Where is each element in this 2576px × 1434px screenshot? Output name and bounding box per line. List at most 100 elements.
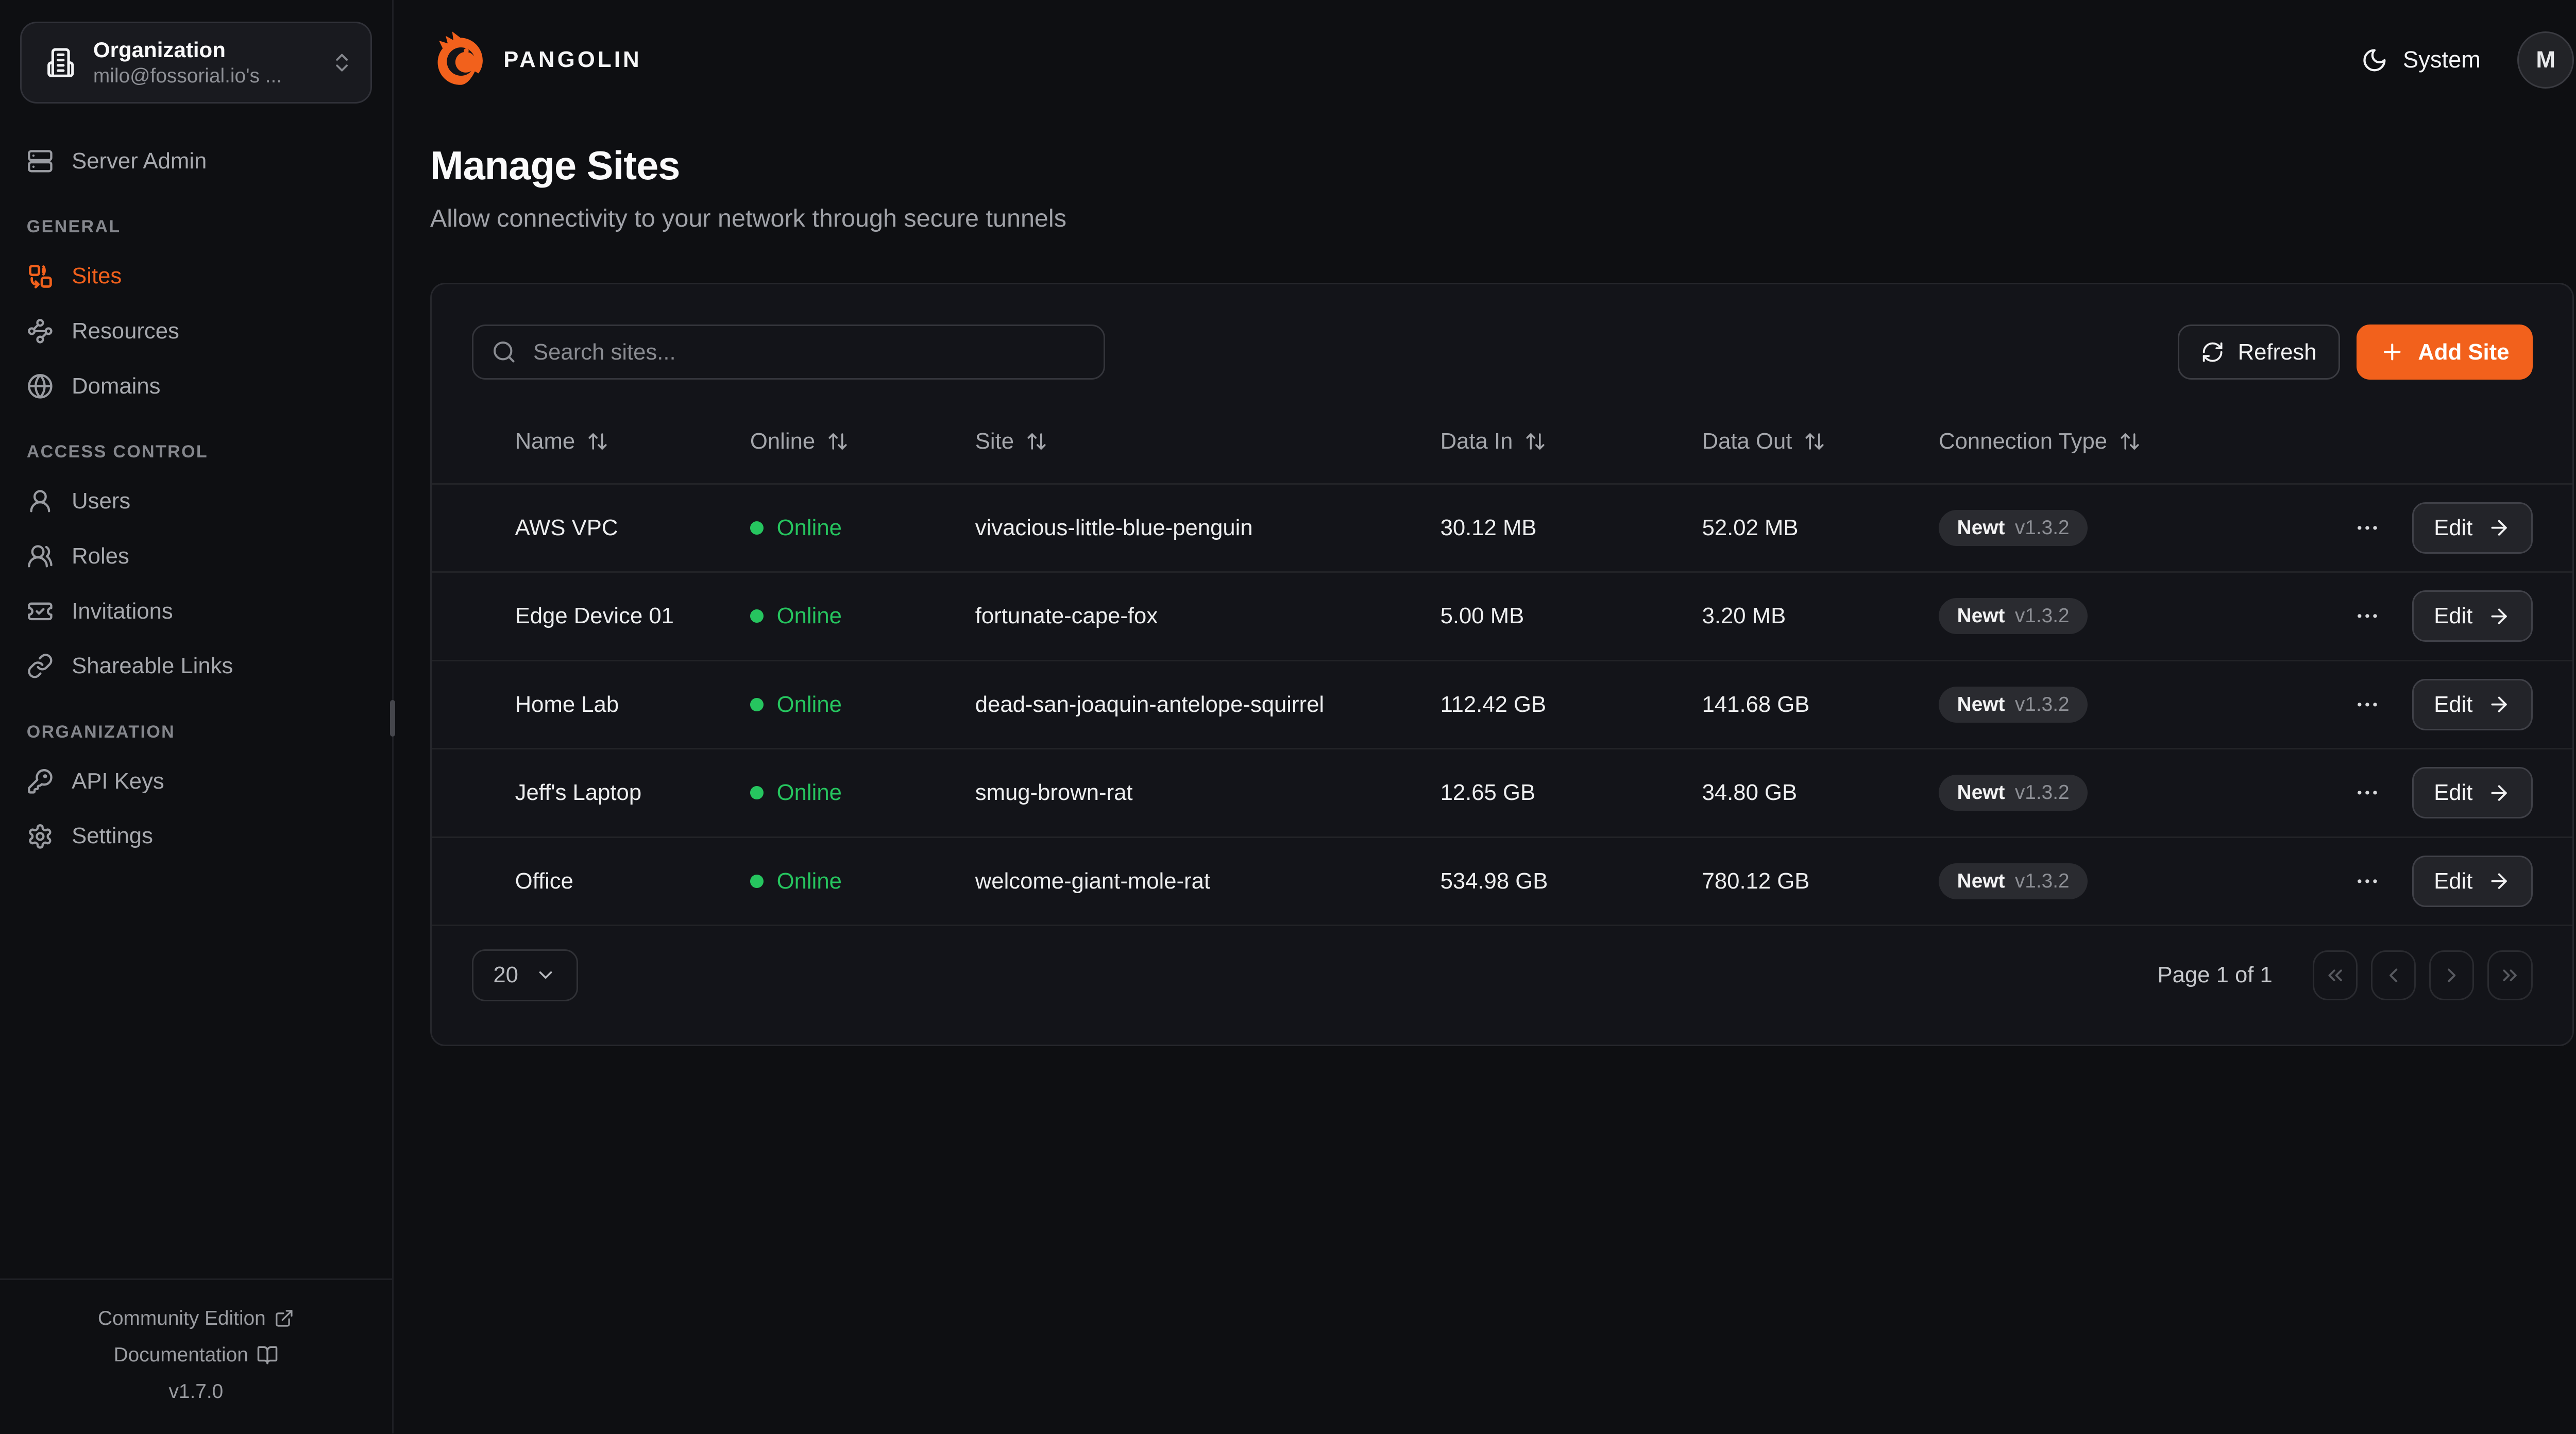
- add-site-button[interactable]: Add Site: [2356, 325, 2533, 380]
- ticket-check-icon: [27, 598, 54, 625]
- sidebar-resize-handle[interactable]: [390, 700, 396, 737]
- row-menu-button[interactable]: [2351, 864, 2384, 898]
- site-slug: dead-san-joaquin-antelope-squirrel: [975, 691, 1325, 717]
- search-input[interactable]: [530, 337, 1086, 367]
- brand-name: PANGOLIN: [503, 47, 642, 73]
- sites-icon: [27, 263, 54, 289]
- sort-icon: [827, 431, 849, 452]
- page-size-select[interactable]: 20: [471, 949, 579, 1001]
- sidebar-item-invitations[interactable]: Invitations: [27, 584, 365, 639]
- column-header-data-in[interactable]: Data In: [1440, 429, 1702, 454]
- row-actions: Newt v1.3.2 Edit: [1939, 767, 2533, 819]
- sidebar-item-label: Server Admin: [72, 148, 207, 174]
- sidebar-item-label: Settings: [72, 823, 153, 849]
- link-icon: [27, 653, 54, 679]
- connection-type-badge: Newt v1.3.2: [1939, 509, 2088, 546]
- column-header-name[interactable]: Name: [472, 429, 750, 454]
- data-out-value: 780.12 GB: [1702, 868, 1810, 894]
- topbar-right: System M: [2361, 31, 2574, 89]
- theme-toggle[interactable]: System: [2361, 46, 2481, 73]
- row-menu-button[interactable]: [2351, 600, 2384, 633]
- site-slug: fortunate-cape-fox: [975, 603, 1158, 629]
- column-header-connection-type[interactable]: Connection Type: [1939, 429, 2533, 454]
- column-header-site[interactable]: Site: [975, 429, 1440, 454]
- sidebar-item-label: Invitations: [72, 598, 173, 624]
- chevrons-left-icon: [2324, 964, 2347, 987]
- waypoints-icon: [27, 318, 54, 345]
- documentation-label: Documentation: [113, 1344, 248, 1367]
- row-menu-button[interactable]: [2351, 776, 2384, 810]
- key-icon: [27, 768, 54, 795]
- globe-icon: [27, 373, 54, 400]
- edit-button[interactable]: Edit: [2412, 678, 2533, 730]
- org-selector[interactable]: Organization milo@fossorial.io's ...: [20, 22, 372, 104]
- ellipsis-icon: [2354, 515, 2381, 541]
- online-dot-icon: [750, 874, 764, 888]
- sidebar-item-label: Domains: [72, 373, 161, 399]
- gear-icon: [27, 823, 54, 850]
- pager-buttons: [2312, 950, 2533, 1000]
- sidebar-item-api-keys[interactable]: API Keys: [27, 754, 365, 809]
- community-edition-label: Community Edition: [97, 1307, 266, 1329]
- site-name: Jeff's Laptop: [515, 780, 642, 806]
- arrow-right-icon: [2487, 781, 2511, 805]
- sidebar-item-resources[interactable]: Resources: [27, 303, 365, 358]
- sidebar-item-settings[interactable]: Settings: [27, 809, 365, 864]
- pangolin-logo-icon: [430, 30, 490, 90]
- column-header-online[interactable]: Online: [750, 429, 975, 454]
- row-actions: Newt v1.3.2 Edit: [1939, 678, 2533, 730]
- chevrons-up-down-icon: [330, 51, 353, 74]
- edit-button[interactable]: Edit: [2412, 502, 2533, 554]
- data-out-value: 3.20 MB: [1702, 603, 1786, 629]
- connection-type-badge: Newt v1.3.2: [1939, 686, 2088, 723]
- site-slug: welcome-giant-mole-rat: [975, 868, 1211, 894]
- page-head: Manage Sites Allow connectivity to your …: [394, 120, 2576, 233]
- card-footer: 20 Page 1 of 1: [431, 925, 2573, 1045]
- edit-button[interactable]: Edit: [2412, 590, 2533, 642]
- user-avatar[interactable]: M: [2517, 31, 2574, 89]
- sidebar-item-label: Sites: [72, 263, 122, 288]
- sidebar-item-label: Shareable Links: [72, 653, 233, 679]
- sort-icon: [1524, 431, 1546, 452]
- site-status: Online: [750, 692, 975, 718]
- edit-button[interactable]: Edit: [2412, 767, 2533, 819]
- page-subtitle: Allow connectivity to your network throu…: [430, 204, 1066, 233]
- sidebar-item-roles[interactable]: Roles: [27, 528, 365, 584]
- table-row: Edge Device 01 Online fortunate-cape-fox…: [431, 571, 2573, 660]
- first-page-button[interactable]: [2312, 950, 2358, 1000]
- sort-icon: [587, 431, 608, 452]
- logo[interactable]: PANGOLIN: [430, 30, 642, 90]
- section-label-organization: ORGANIZATION: [26, 722, 176, 742]
- sidebar-item-domains[interactable]: Domains: [27, 358, 365, 414]
- last-page-button[interactable]: [2487, 950, 2533, 1000]
- refresh-button[interactable]: Refresh: [2178, 325, 2340, 380]
- documentation-link[interactable]: Documentation: [13, 1337, 379, 1373]
- previous-page-button[interactable]: [2370, 950, 2416, 1000]
- sidebar-item-sites[interactable]: Sites: [27, 249, 365, 304]
- community-edition-link[interactable]: Community Edition: [13, 1300, 379, 1337]
- site-status: Online: [750, 780, 975, 806]
- sidebar-item-server-admin[interactable]: Server Admin: [27, 133, 365, 189]
- theme-label: System: [2403, 46, 2481, 73]
- row-menu-button[interactable]: [2351, 688, 2384, 721]
- section-label-access-control: ACCESS CONTROL: [26, 441, 209, 462]
- edit-button[interactable]: Edit: [2412, 855, 2533, 907]
- sidebar-item-users[interactable]: Users: [27, 474, 365, 529]
- add-site-label: Add Site: [2418, 339, 2510, 365]
- row-actions: Newt v1.3.2 Edit: [1939, 855, 2533, 907]
- page-title: Manage Sites: [430, 144, 681, 189]
- sidebar-footer: Community Edition Documentation v1.7.0: [0, 1278, 392, 1433]
- row-menu-button[interactable]: [2351, 511, 2384, 544]
- plus-icon: [2380, 339, 2405, 365]
- sidebar-item-shareable-links[interactable]: Shareable Links: [27, 639, 365, 694]
- sidebar-item-label: Roles: [72, 543, 129, 569]
- org-selector-texts: Organization milo@fossorial.io's ...: [93, 37, 314, 89]
- ellipsis-icon: [2354, 691, 2381, 718]
- column-header-data-out[interactable]: Data Out: [1702, 429, 1939, 454]
- arrow-right-icon: [2487, 605, 2511, 628]
- next-page-button[interactable]: [2429, 950, 2475, 1000]
- building-icon: [45, 47, 76, 78]
- site-slug: smug-brown-rat: [975, 780, 1133, 806]
- online-dot-icon: [750, 786, 764, 800]
